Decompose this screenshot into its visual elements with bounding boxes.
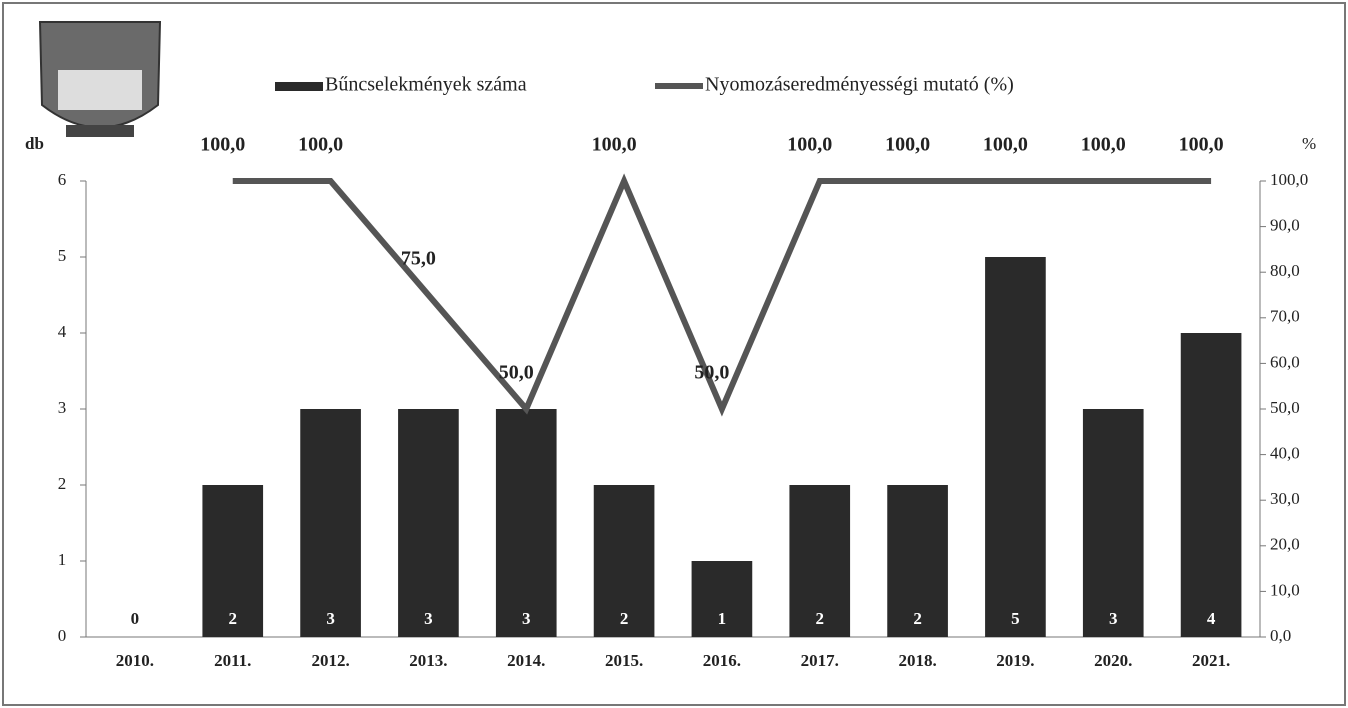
y2-tick-label: 100,0: [1270, 170, 1308, 189]
y-axis-title: db: [25, 134, 44, 153]
y-tick-label: 2: [58, 474, 67, 493]
line-value-label: 50,0: [694, 362, 729, 384]
bar-value-label: 2: [620, 609, 629, 628]
y2-tick-label: 90,0: [1270, 216, 1300, 235]
legend-swatch: [275, 82, 323, 91]
line-value-label: 100,0: [1179, 134, 1224, 156]
y2-tick-label: 0,0: [1270, 626, 1291, 645]
legend-label: Nyomozáseredményességi mutató (%): [705, 74, 1014, 96]
bar: [593, 485, 655, 637]
x-tick-label: 2019.: [996, 651, 1034, 670]
bar-value-label: 2: [816, 609, 825, 628]
line-value-label: 100,0: [983, 134, 1028, 156]
y-tick-label: 6: [58, 170, 67, 189]
line-value-label: 100,0: [200, 134, 245, 156]
bar: [887, 485, 948, 637]
bar-value-label: 4: [1207, 609, 1216, 628]
line-value-label: 100,0: [1081, 134, 1126, 156]
y2-tick-label: 10,0: [1270, 580, 1300, 599]
bar: [691, 561, 753, 637]
bar: [1180, 333, 1242, 637]
x-tick-label: 2021.: [1192, 651, 1230, 670]
line-value-label: 100,0: [298, 134, 343, 156]
x-tick-label: 2014.: [507, 651, 545, 670]
y2-tick-label: 60,0: [1270, 352, 1300, 371]
bar: [985, 257, 1046, 637]
logo: [38, 21, 162, 137]
x-tick-label: 2013.: [409, 651, 447, 670]
x-tick-label: 2012.: [311, 651, 349, 670]
bar: [495, 409, 557, 637]
bar: [1082, 409, 1144, 637]
legend-label: Bűncselekmények száma: [325, 74, 527, 96]
bar-value-label: 3: [424, 609, 433, 628]
y-tick-label: 5: [58, 246, 67, 265]
y2-tick-label: 80,0: [1270, 261, 1300, 280]
line-value-label: 100,0: [592, 134, 637, 156]
line-value-label: 50,0: [499, 362, 534, 384]
y2-tick-label: 40,0: [1270, 444, 1300, 463]
bar: [789, 485, 851, 637]
bar: [398, 409, 459, 637]
x-tick-label: 2016.: [703, 651, 741, 670]
y2-tick-label: 50,0: [1270, 398, 1300, 417]
y2-tick-label: 70,0: [1270, 307, 1300, 326]
y-tick-label: 0: [58, 626, 67, 645]
bar-value-label: 5: [1011, 609, 1020, 628]
y2-tick-label: 30,0: [1270, 489, 1300, 508]
bar: [300, 409, 361, 637]
x-tick-label: 2018.: [898, 651, 936, 670]
y2-axis-title: %: [1302, 134, 1316, 153]
x-tick-label: 2015.: [605, 651, 643, 670]
y2-tick-label: 20,0: [1270, 535, 1300, 554]
x-tick-label: 2020.: [1094, 651, 1132, 670]
bar-value-label: 3: [326, 609, 335, 628]
x-tick-label: 2010.: [116, 651, 154, 670]
line-value-label: 100,0: [885, 134, 930, 156]
bar-value-label: 2: [229, 609, 238, 628]
y-tick-label: 1: [58, 550, 67, 569]
line-value-label: 75,0: [401, 248, 436, 270]
y-tick-label: 3: [58, 398, 67, 417]
bar-value-label: 0: [131, 609, 140, 628]
bar-value-label: 3: [522, 609, 531, 628]
bar: [202, 485, 264, 637]
y-tick-label: 4: [58, 322, 67, 341]
line: [232, 173, 1212, 417]
x-tick-label: 2011.: [214, 651, 251, 670]
line-value-label: 100,0: [787, 134, 832, 156]
bar-value-label: 2: [913, 609, 922, 628]
bar-value-label: 3: [1109, 609, 1118, 628]
bar-value-label: 1: [718, 609, 727, 628]
x-tick-label: 2017.: [801, 651, 839, 670]
